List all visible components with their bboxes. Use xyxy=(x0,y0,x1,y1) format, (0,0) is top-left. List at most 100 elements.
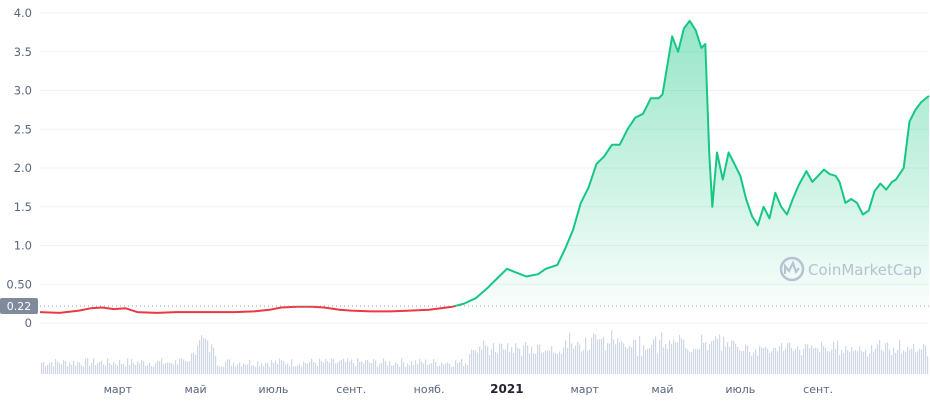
volume-bar xyxy=(59,363,61,374)
volume-bar xyxy=(399,366,401,374)
volume-bar xyxy=(73,360,75,374)
coinmarketcap-logo-icon xyxy=(779,256,805,282)
volume-bar xyxy=(185,361,187,374)
volume-bar xyxy=(879,340,881,374)
volume-bar xyxy=(681,338,683,374)
volume-bar xyxy=(117,365,119,374)
volume-bar xyxy=(177,364,179,374)
volume-bar xyxy=(759,345,761,374)
volume-bar xyxy=(849,352,851,374)
volume-bar xyxy=(747,345,749,374)
volume-bar xyxy=(799,349,801,374)
volume-bar xyxy=(791,347,793,374)
volume-bar xyxy=(277,363,279,374)
volume-bar xyxy=(429,363,431,374)
volume-bar xyxy=(631,347,633,374)
volume-bar xyxy=(405,366,407,374)
volume-bar xyxy=(889,349,891,374)
volume-bar xyxy=(125,366,127,374)
volume-bar xyxy=(385,361,387,374)
volume-bar xyxy=(491,349,493,374)
volume-bar xyxy=(699,349,701,374)
volume-bar xyxy=(591,337,593,374)
volume-bar xyxy=(821,341,823,374)
volume-bar xyxy=(393,365,395,374)
volume-bar xyxy=(89,365,91,374)
volume-bar xyxy=(121,363,123,374)
volume-bar xyxy=(415,360,417,374)
volume-bar xyxy=(823,346,825,374)
volume-bar xyxy=(267,363,269,374)
volume-bar xyxy=(373,359,375,374)
volume-bar xyxy=(259,366,261,374)
volume-bar xyxy=(229,359,231,374)
volume-bar xyxy=(115,364,117,374)
volume-bar xyxy=(369,362,371,374)
volume-bar xyxy=(827,351,829,374)
y-tick-label: 2.0 xyxy=(14,161,32,175)
volume-bar xyxy=(351,359,353,374)
volume-bar xyxy=(305,363,307,374)
volume-bar xyxy=(567,348,569,374)
volume-bar xyxy=(531,346,533,374)
volume-bar xyxy=(119,360,121,374)
volume-bar xyxy=(191,353,193,374)
volume-bar xyxy=(915,352,917,374)
volume-bar xyxy=(731,340,733,374)
y-tick-label: 3.0 xyxy=(14,84,32,98)
volume-bar xyxy=(913,344,915,374)
volume-bar xyxy=(789,342,791,374)
volume-bar xyxy=(841,349,843,374)
volume-bar xyxy=(803,348,805,374)
volume-bar xyxy=(515,343,517,374)
volume-bar xyxy=(495,351,497,374)
volume-bar xyxy=(469,354,471,374)
volume-bar xyxy=(381,362,383,374)
volume-bar xyxy=(389,360,391,374)
volume-bar xyxy=(903,350,905,374)
volume-bar xyxy=(923,344,925,374)
volume-bar xyxy=(395,362,397,374)
volume-bar xyxy=(173,364,175,374)
volume-bar xyxy=(79,362,81,374)
volume-bar xyxy=(749,351,751,374)
volume-bar xyxy=(769,353,771,374)
volume-bar xyxy=(137,361,139,374)
volume-bar xyxy=(299,364,301,374)
volume-bar xyxy=(773,347,775,374)
volume-bar xyxy=(477,352,479,374)
volume-bar xyxy=(693,349,695,374)
volume-bar xyxy=(739,349,741,374)
volume-bar xyxy=(737,347,739,374)
x-tick-label: нояб. xyxy=(414,383,445,396)
volume-bar xyxy=(123,363,125,374)
price-line-above-baseline xyxy=(291,19,930,306)
volume-bar xyxy=(213,347,215,374)
volume-bar xyxy=(443,364,445,374)
volume-bar xyxy=(601,338,603,374)
volume-bar xyxy=(419,358,421,374)
volume-bar xyxy=(175,360,177,374)
volume-bar xyxy=(549,350,551,374)
volume-bar xyxy=(815,347,817,374)
volume-bar xyxy=(741,351,743,374)
volume-bar xyxy=(683,339,685,374)
volume-bar xyxy=(533,353,535,374)
x-tick-label: 2021 xyxy=(490,382,523,396)
volume-bar xyxy=(893,347,895,374)
volume-bar xyxy=(573,348,575,374)
volume-bar xyxy=(775,348,777,374)
volume-bar xyxy=(131,359,133,374)
volume-bar xyxy=(55,359,57,374)
volume-bar xyxy=(845,345,847,374)
volume-bar xyxy=(411,361,413,374)
volume-bar xyxy=(847,350,849,374)
volume-bar xyxy=(435,361,437,374)
volume-bar xyxy=(271,360,273,374)
volume-bar xyxy=(679,334,681,374)
volume-bar xyxy=(237,364,239,374)
volume-bar xyxy=(75,365,77,374)
volume-bar xyxy=(725,346,727,374)
volume-bar xyxy=(427,365,429,374)
x-tick-label: июль xyxy=(725,383,755,396)
